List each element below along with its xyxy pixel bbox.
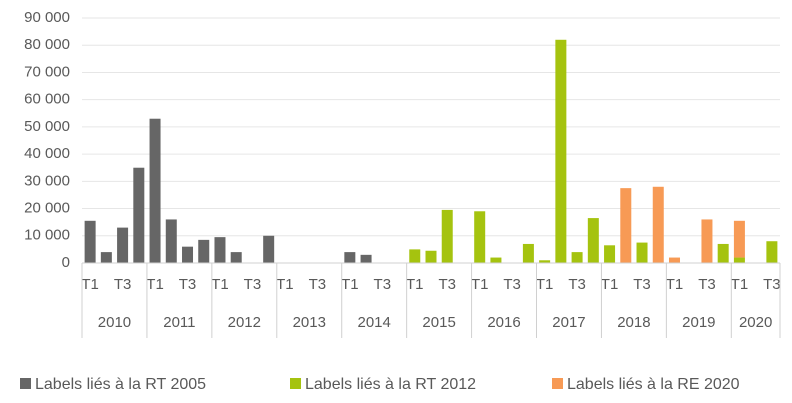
x-tick-label: T1 [471,276,489,293]
bar [733,257,745,263]
x-tick-label: T3 [179,276,197,293]
y-tick-label: 20 000 [24,200,70,217]
x-tick-label: T1 [146,276,164,293]
x-tick-label: T3 [244,276,262,293]
bar [571,252,583,263]
bar [149,118,161,263]
x-tick-label: T3 [763,276,781,293]
x-tick-label: T1 [81,276,99,293]
bar [717,243,729,263]
bar [117,227,129,263]
x-tick-label: T3 [633,276,651,293]
bar [133,167,145,263]
bar [604,245,616,263]
x-tick-label: T1 [341,276,359,293]
legend-swatch [552,378,563,389]
legend-label: Labels liés à la RT 2012 [305,376,476,393]
bar [668,257,680,263]
year-label: 2013 [293,314,326,331]
bar [198,239,210,263]
bar [636,242,648,263]
y-tick-label: 70 000 [24,63,70,80]
bar [474,211,486,263]
bar [555,39,567,264]
x-tick-label: T3 [568,276,586,293]
y-tick-label: 10 000 [24,227,70,244]
bar [230,252,242,263]
legend-label: Labels liés à la RE 2020 [567,376,740,393]
x-tick-label: T3 [698,276,716,293]
bar [182,246,194,263]
x-tick-label: T3 [114,276,132,293]
y-tick-label: 60 000 [24,91,70,108]
y-tick-label: 50 000 [24,118,70,135]
year-label: 2020 [739,314,772,331]
x-tick-label: T1 [211,276,229,293]
year-label: 2014 [357,314,390,331]
x-tick-label: T3 [503,276,521,293]
bar [766,241,778,263]
bar [441,209,453,263]
year-label: 2018 [617,314,650,331]
legend-label: Labels liés à la RT 2005 [35,376,206,393]
bar [539,260,551,263]
bar [84,220,96,263]
year-label: 2010 [98,314,131,331]
x-tick-label: T3 [374,276,392,293]
bar [344,252,356,263]
year-label: 2011 [163,314,195,331]
bar [490,257,502,263]
x-tick-label: T3 [309,276,327,293]
bar [360,254,372,263]
x-tick-label: T1 [406,276,424,293]
bar [522,243,534,263]
bar [263,235,275,263]
bar [100,252,112,263]
bar [587,218,599,263]
legend-swatch [20,378,31,389]
bar [620,188,632,263]
x-tick-label: T1 [276,276,294,293]
bar [214,237,226,263]
x-tick-label: T1 [666,276,684,293]
bar [733,220,745,258]
year-label: 2019 [682,314,715,331]
year-label: 2015 [422,314,455,331]
x-tick-label: T3 [438,276,456,293]
year-label: 2012 [228,314,261,331]
legend-swatch [290,378,301,389]
y-tick-label: 80 000 [24,36,70,53]
y-tick-label: 30 000 [24,172,70,189]
x-tick-label: T1 [731,276,749,293]
y-tick-label: 40 000 [24,145,70,162]
bar [701,219,713,263]
y-tick-label: 90 000 [24,9,70,26]
year-label: 2016 [487,314,520,331]
year-label: 2017 [552,314,585,331]
bar [165,219,177,263]
y-tick-label: 0 [62,254,70,271]
x-tick-label: T1 [601,276,619,293]
bar [652,186,664,263]
bar [409,249,421,263]
x-tick-label: T1 [536,276,554,293]
bar [425,250,437,263]
